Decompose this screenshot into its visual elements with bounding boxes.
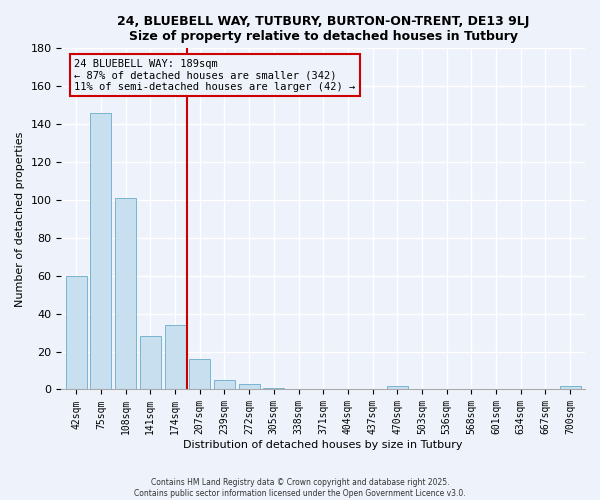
Bar [560,386,581,390]
Bar [115,198,136,390]
Bar [214,380,235,390]
Title: 24, BLUEBELL WAY, TUTBURY, BURTON-ON-TRENT, DE13 9LJ
Size of property relative t: 24, BLUEBELL WAY, TUTBURY, BURTON-ON-TRE… [117,15,529,43]
X-axis label: Distribution of detached houses by size in Tutbury: Distribution of detached houses by size … [184,440,463,450]
Bar [164,325,185,390]
Y-axis label: Number of detached properties: Number of detached properties [15,131,25,306]
Bar [239,384,260,390]
Bar [140,336,161,390]
Bar [263,388,284,390]
Bar [387,386,408,390]
Bar [91,113,112,390]
Text: Contains HM Land Registry data © Crown copyright and database right 2025.
Contai: Contains HM Land Registry data © Crown c… [134,478,466,498]
Text: 24 BLUEBELL WAY: 189sqm
← 87% of detached houses are smaller (342)
11% of semi-d: 24 BLUEBELL WAY: 189sqm ← 87% of detache… [74,58,356,92]
Bar [66,276,87,390]
Bar [189,359,210,390]
